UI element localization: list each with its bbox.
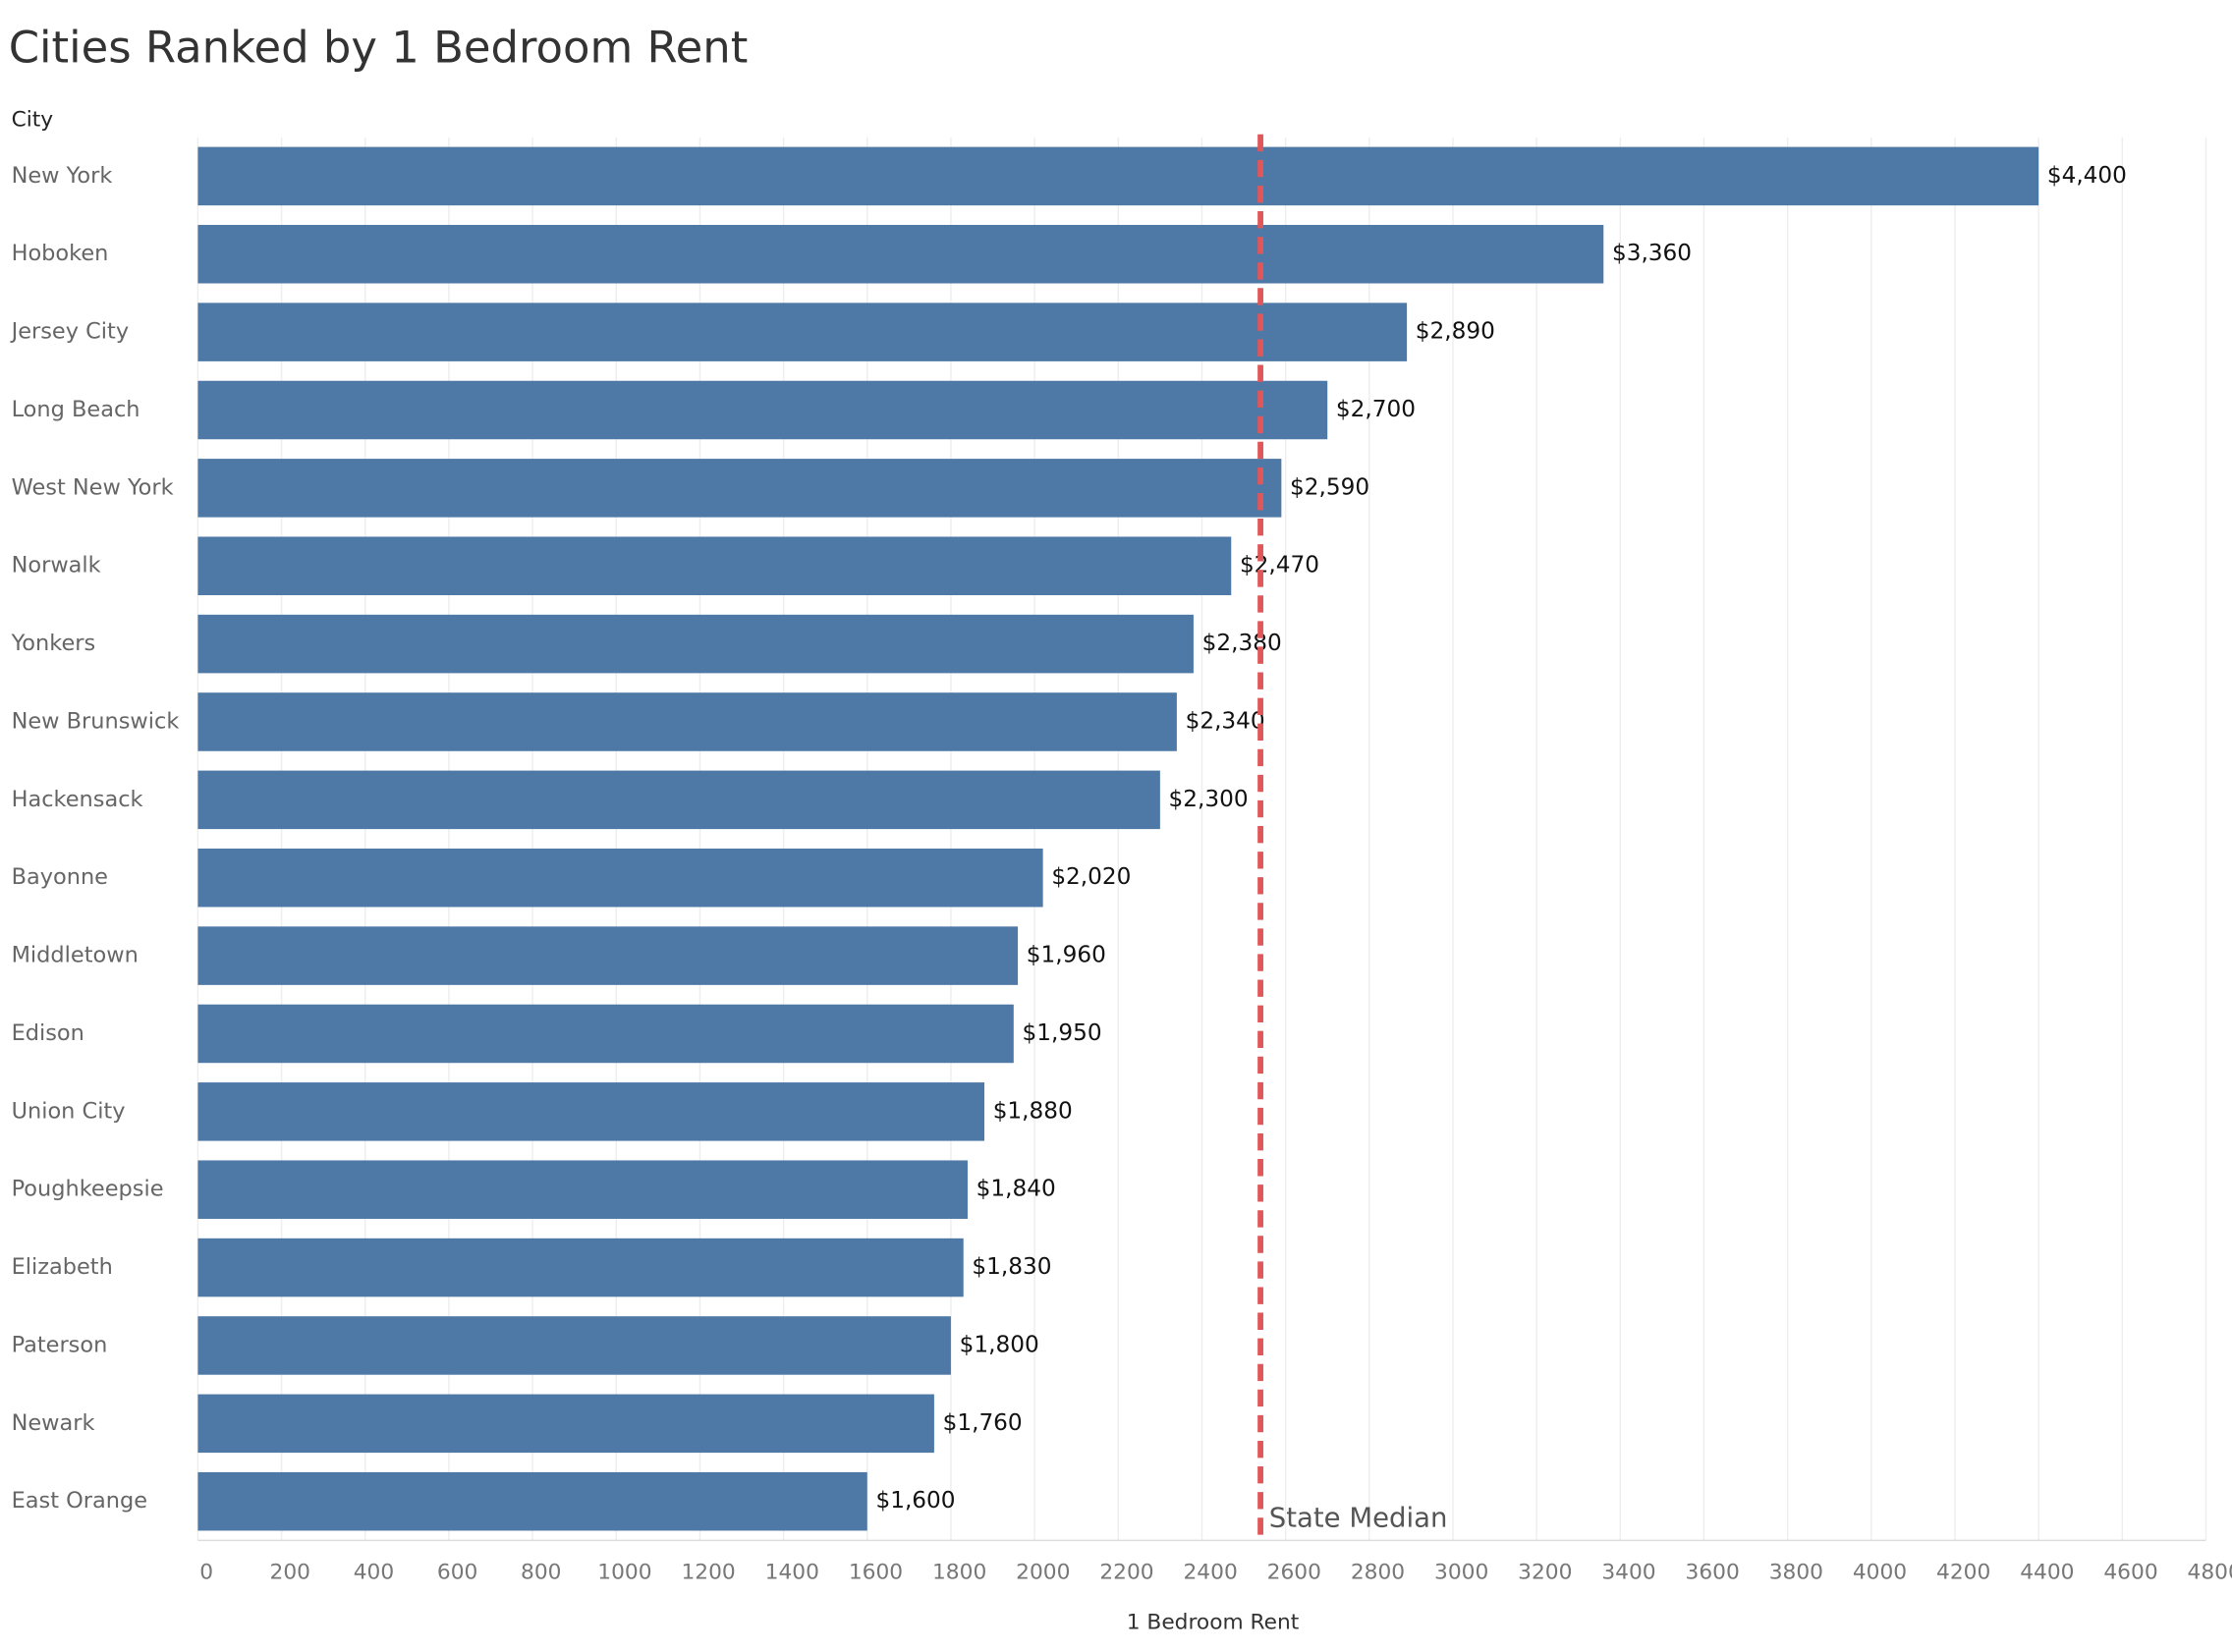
x-tick-label: 200: [270, 1561, 310, 1585]
x-tick-label: 3000: [1434, 1561, 1488, 1585]
x-tick-label: 0: [199, 1561, 213, 1585]
value-label: $2,470: [1240, 552, 1319, 578]
x-tick-label: 3600: [1686, 1561, 1740, 1585]
x-tick-label: 1400: [765, 1561, 819, 1585]
y-tick-label: Newark: [12, 1410, 95, 1436]
value-label: $1,600: [875, 1487, 955, 1514]
bar: [197, 459, 1282, 518]
bar: [197, 536, 1232, 596]
value-label: $1,880: [993, 1097, 1073, 1124]
reference-label: State Median: [1269, 1503, 1448, 1534]
x-tick-label: 4800: [2188, 1561, 2232, 1585]
value-label: $1,830: [972, 1253, 1051, 1280]
value-label: $2,340: [1186, 707, 1265, 734]
x-tick-label: 2800: [1351, 1561, 1405, 1585]
y-tick-label: Middletown: [12, 943, 139, 968]
chart-title: Cities Ranked by 1 Bedroom Rent: [9, 21, 749, 73]
x-tick-label: 1600: [849, 1561, 903, 1585]
x-tick-label: 3200: [1518, 1561, 1572, 1585]
value-label: $2,890: [1416, 318, 1495, 345]
y-tick-label: Union City: [12, 1098, 126, 1124]
x-tick-label: 400: [354, 1561, 394, 1585]
bar: [197, 692, 1177, 751]
y-tick-label: Poughkeepsie: [12, 1177, 164, 1202]
value-label: $2,380: [1202, 630, 1282, 656]
value-label: $1,760: [943, 1409, 1023, 1436]
y-tick-label: Yonkers: [11, 631, 96, 656]
x-tick-label: 800: [521, 1561, 561, 1585]
x-tick-label: 3400: [1601, 1561, 1655, 1585]
bar: [197, 926, 1019, 985]
y-tick-label: Long Beach: [12, 397, 140, 422]
bar: [197, 848, 1043, 908]
y-tick-label: Norwalk: [12, 553, 101, 578]
x-tick-label: 2400: [1183, 1561, 1237, 1585]
y-tick-label: Bayonne: [12, 864, 108, 890]
value-label: $2,590: [1290, 473, 1369, 500]
bar: [197, 1471, 867, 1531]
y-tick-label: Hackensack: [12, 787, 143, 812]
x-axis-title: 1 Bedroom Rent: [1127, 1610, 1300, 1634]
value-label: $2,300: [1169, 786, 1249, 812]
y-tick-label: West New York: [12, 474, 174, 500]
bar: [197, 1316, 951, 1375]
value-label: $2,700: [1336, 396, 1416, 422]
bar: [197, 224, 1604, 284]
bar: [197, 1082, 985, 1141]
x-tick-label: 3800: [1769, 1561, 1823, 1585]
value-label: $1,800: [960, 1331, 1039, 1357]
x-tick-label: 4600: [2103, 1561, 2157, 1585]
x-tick-label: 2200: [1099, 1561, 1153, 1585]
bar: [197, 1160, 968, 1219]
x-tick-label: 600: [437, 1561, 477, 1585]
value-label: $1,950: [1023, 1019, 1102, 1046]
value-label: $4,400: [2047, 162, 2127, 189]
bar: [197, 380, 1328, 440]
y-tick-label: New Brunswick: [12, 708, 180, 734]
x-tick-label: 4000: [1853, 1561, 1907, 1585]
y-tick-label: New York: [12, 163, 113, 189]
y-tick-label: Jersey City: [10, 319, 130, 345]
x-tick-label: 1800: [932, 1561, 986, 1585]
x-tick-label: 2000: [1016, 1561, 1070, 1585]
y-tick-label: Paterson: [12, 1332, 108, 1357]
value-label: $2,020: [1051, 863, 1131, 890]
value-label: $3,360: [1612, 240, 1692, 266]
x-tick-label: 1000: [597, 1561, 651, 1585]
y-tick-label: Hoboken: [12, 241, 109, 266]
y-tick-label: Edison: [12, 1020, 84, 1046]
bar: [197, 146, 2039, 206]
y-tick-label: Elizabeth: [12, 1254, 113, 1280]
bar: [197, 1004, 1014, 1064]
y-axis-title: City: [12, 107, 54, 132]
value-label: $1,840: [976, 1176, 1056, 1202]
value-label: $1,960: [1027, 942, 1106, 968]
x-tick-label: 2600: [1267, 1561, 1321, 1585]
x-tick-label: 4400: [2020, 1561, 2074, 1585]
y-tick-label: East Orange: [12, 1488, 147, 1514]
x-tick-label: 4200: [1936, 1561, 1990, 1585]
bar: [197, 1394, 934, 1454]
bar: [197, 303, 1408, 361]
bar: [197, 770, 1160, 830]
bar: [197, 614, 1194, 674]
bar: [197, 1238, 964, 1297]
x-tick-label: 1200: [681, 1561, 735, 1585]
